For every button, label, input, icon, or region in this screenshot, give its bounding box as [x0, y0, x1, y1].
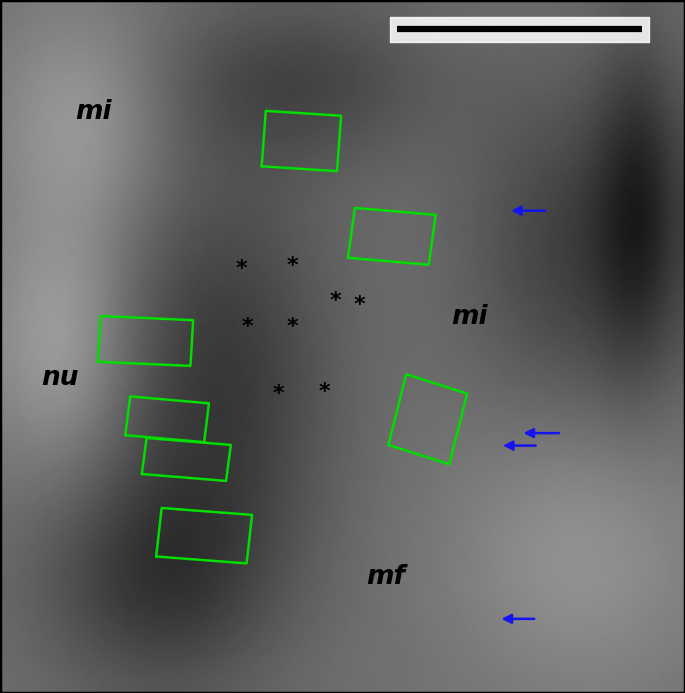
Text: mi: mi	[451, 304, 488, 331]
Text: *: *	[287, 256, 298, 276]
Text: *: *	[236, 259, 247, 279]
Text: *: *	[242, 317, 253, 337]
Text: mi: mi	[75, 99, 112, 125]
Text: *: *	[319, 382, 330, 401]
Text: *: *	[287, 317, 298, 337]
Text: *: *	[273, 384, 284, 403]
Text: nu: nu	[42, 365, 79, 391]
Text: *: *	[330, 291, 341, 310]
Text: mf: mf	[366, 563, 405, 590]
Text: *: *	[353, 295, 364, 315]
